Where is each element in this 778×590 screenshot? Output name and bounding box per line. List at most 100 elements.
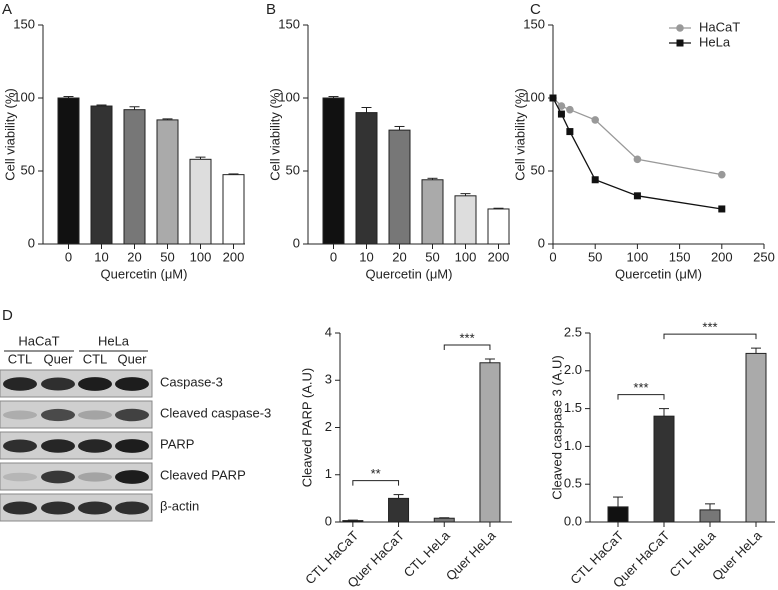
blot-band [115, 470, 149, 484]
y-tick-label: 1.0 [564, 438, 582, 453]
x-tick-label: 250 [753, 249, 775, 264]
y-axis-label: Cell viability (%) [2, 88, 17, 180]
blot-band [41, 470, 75, 484]
bar [156, 119, 179, 245]
y-tick-label: 50 [531, 162, 545, 177]
y-tick-label: 0 [325, 513, 332, 528]
bar [189, 158, 212, 245]
bar [487, 208, 510, 245]
series-line [552, 97, 722, 176]
significance-label: *** [460, 330, 475, 345]
blot-lane-label: Quer [44, 351, 74, 366]
y-tick-label: 2.0 [564, 362, 582, 377]
blot-row-label: PARP [160, 436, 194, 451]
bar [745, 352, 767, 523]
x-tick-label: 100 [627, 249, 649, 264]
blot-band [78, 377, 112, 391]
blot-group-label: HeLa [98, 333, 130, 348]
blot-band [3, 377, 37, 391]
blot-lane-label: CTL [83, 351, 108, 366]
x-tick-label: 20 [392, 249, 406, 264]
blot-row-label: β-actin [160, 498, 199, 513]
y-tick-label: 50 [21, 162, 35, 177]
blot-band [41, 439, 75, 453]
marker [633, 155, 642, 164]
bar [699, 509, 721, 523]
y-tick-label: 0.5 [564, 476, 582, 491]
significance-bracket [617, 394, 665, 400]
x-tick-label: 200 [488, 249, 510, 264]
bar [653, 415, 675, 523]
y-tick-label: 50 [286, 162, 300, 177]
marker [566, 105, 574, 114]
x-tick-label: 100 [190, 249, 212, 264]
bar [479, 362, 501, 523]
significance-label: ** [371, 466, 381, 481]
bar [57, 97, 80, 245]
blot-band [3, 439, 37, 453]
y-axis-label: Cell viability (%) [267, 88, 282, 180]
panel-label: A [2, 1, 12, 18]
marker [591, 116, 599, 124]
x-axis-label: Quercetin (μM) [615, 266, 702, 281]
y-tick-label: 150 [278, 16, 300, 31]
y-tick-label: 150 [13, 16, 35, 31]
marker [718, 170, 726, 179]
x-tick-label: 150 [669, 249, 691, 264]
x-tick-label: 10 [94, 249, 108, 264]
bar [433, 517, 455, 523]
blot-band [41, 408, 75, 422]
x-axis-label: Quercetin (μM) [366, 266, 453, 281]
bar [123, 109, 146, 245]
blot-band [41, 501, 75, 515]
y-tick-label: 2 [325, 419, 332, 434]
x-axis-label: Quercetin (μM) [101, 266, 188, 281]
legend-label: HaCaT [699, 19, 740, 34]
blot-band [41, 377, 75, 391]
x-tick-label: 50 [588, 249, 602, 264]
y-axis-label: Cleaved PARP (A.U) [299, 368, 314, 487]
blot-band [115, 501, 149, 515]
bar [222, 174, 245, 245]
blot-group-label: HaCaT [18, 333, 59, 348]
marker [557, 110, 565, 118]
x-tick-label: 0 [549, 249, 556, 264]
y-tick-label: 2.5 [564, 324, 582, 339]
marker [591, 176, 599, 184]
bar [454, 195, 477, 245]
bar [322, 97, 345, 245]
blot-band [115, 439, 149, 453]
marker [633, 192, 641, 200]
y-tick-label: 0 [28, 235, 35, 250]
significance-bracket [352, 480, 400, 486]
bar [90, 105, 113, 245]
blot-lane-label: CTL [8, 351, 33, 366]
blot-row-label: Caspase-3 [160, 374, 223, 389]
marker [566, 128, 574, 136]
significance-bracket [443, 344, 491, 350]
panel-label: C [530, 1, 541, 18]
x-tick-label: 0 [65, 249, 72, 264]
bar [355, 112, 378, 245]
x-tick-label: 200 [223, 249, 245, 264]
y-tick-label: 0 [538, 235, 545, 250]
panel-label: B [266, 1, 276, 18]
significance-label: *** [702, 320, 717, 335]
blot-band [3, 501, 37, 515]
y-axis-label: Cell viability (%) [512, 88, 527, 180]
bar [388, 129, 411, 245]
x-tick-label: 10 [359, 249, 373, 264]
y-tick-label: 100 [278, 89, 300, 104]
y-tick-label: 100 [13, 89, 35, 104]
y-tick-label: 100 [523, 89, 545, 104]
legend-label: HeLa [699, 34, 731, 49]
y-tick-label: 3 [325, 372, 332, 387]
blot-band [78, 410, 112, 420]
blot-band [115, 408, 149, 422]
blot-band [115, 377, 149, 391]
x-tick-label: 50 [160, 249, 174, 264]
y-tick-label: 1.5 [564, 400, 582, 415]
blot-band [78, 501, 112, 515]
y-tick-label: 1 [325, 466, 332, 481]
